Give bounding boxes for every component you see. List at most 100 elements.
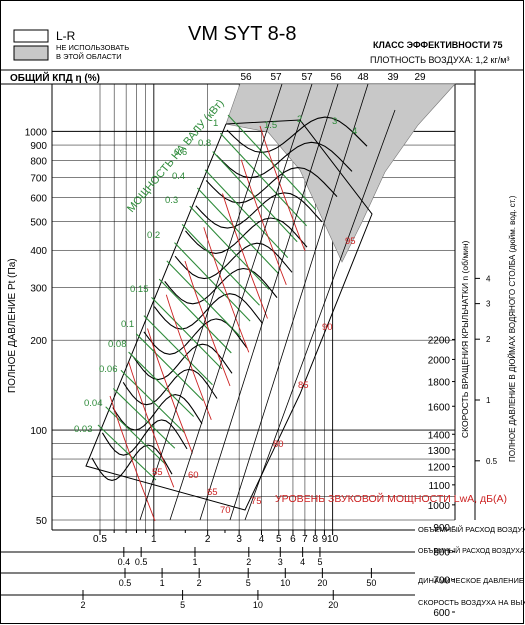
power-value-label: 4 — [352, 126, 357, 137]
pressure-tick-label: 900 — [30, 141, 47, 152]
legend-not-used-swatch — [13, 45, 49, 61]
inwg-ticks: 0.5 1 2 3 4 — [475, 274, 498, 466]
rpm-tick-label: 1300 — [428, 446, 451, 457]
speed-curve — [205, 167, 338, 204]
power-value-label: 2 — [297, 114, 302, 125]
flow-tick-label: 1 — [151, 534, 157, 545]
dyn-axis-label: ДИНАМИЧЕСКОЕ ДАВЛЕНИЕ Pd (10 Па) — [418, 576, 525, 585]
power-line — [105, 406, 166, 465]
dyn-tick-label: 10 — [280, 578, 290, 588]
power-value-label: 0.06 — [99, 364, 118, 375]
cfm-tick-label: 5 — [317, 557, 322, 567]
pressure-tick-label: 100 — [30, 426, 47, 437]
rpm-tick-label: 2000 — [428, 355, 451, 366]
inwg-axis-label: ПОЛНОЕ ДАВЛЕНИЕ В ДЮЙМАХ ВОДЯНОГО СТОЛБА… — [508, 195, 517, 462]
sound-line — [259, 125, 306, 252]
sound-value-label: 80 — [273, 439, 284, 450]
sound-value-label: 65 — [207, 487, 218, 498]
efficiency-tick-label: 57 — [301, 72, 313, 83]
rpm-tick-label: 1400 — [428, 430, 451, 441]
flow-tick-label: 4 — [259, 534, 265, 545]
dyn-tick-label: 2 — [197, 578, 202, 588]
pressure-tick-label: 500 — [30, 217, 47, 228]
speed-curve — [122, 368, 218, 406]
sound-line — [109, 395, 156, 522]
power-value-label: 0.15 — [130, 284, 149, 295]
cfm-tick-label: 2 — [246, 557, 251, 567]
rpm-tick-label: 700 — [433, 576, 450, 587]
pressure-tick-label: 400 — [30, 246, 47, 257]
power-line — [135, 333, 204, 401]
power-value-label: 1.5 — [264, 120, 277, 131]
pressure-tick-label: 700 — [30, 174, 47, 185]
flow-tick-label: 8 — [313, 534, 319, 545]
pressure-axis-label: ПОЛНОЕ ДАВЛЕНИЕ Pt (Па) — [7, 258, 18, 393]
sound-value-label: 60 — [188, 470, 199, 481]
flow-tick-label: 5 — [276, 534, 282, 545]
chart-title: VM SYT 8-8 — [188, 23, 297, 45]
power-value-label: 0.08 — [108, 339, 127, 350]
sound-line — [165, 294, 212, 420]
power-line — [212, 151, 298, 243]
dyn-tick-label: 50 — [366, 578, 376, 588]
vel-tick-label: 20 — [328, 600, 338, 610]
vel-tick-label: 10 — [253, 600, 263, 610]
power-value-label: 0.4 — [172, 171, 185, 182]
legend-lr-swatch — [13, 29, 49, 43]
speed-curve — [112, 394, 203, 431]
power-value-label: 3 — [332, 116, 337, 127]
speed-curve — [174, 242, 293, 280]
flow-ticks: 0.5 1 2 3 4 5 6 7 8 9 10 — [93, 530, 339, 545]
power-line — [189, 205, 270, 290]
power-line — [174, 242, 251, 322]
power-value-label: 1 — [213, 118, 218, 129]
pressure-tick-label: 50 — [36, 516, 48, 527]
sound-value-label: 85 — [298, 380, 309, 391]
dynamic-pressure-ticks: 0.5 1 2 5 10 20 50 — [119, 568, 376, 588]
pressure-tick-label: 300 — [30, 284, 47, 295]
sound-line — [147, 328, 193, 454]
efficiency-tick-label: 29 — [414, 72, 426, 83]
speed-curve — [164, 267, 278, 305]
rpm-tick-label: 1100 — [428, 481, 450, 492]
efficiency-tick-label: 57 — [270, 72, 282, 83]
sound-value-label: 70 — [220, 505, 231, 516]
sound-line — [240, 159, 287, 285]
pressure-tick-label: 600 — [30, 194, 47, 205]
speed-curve — [153, 293, 263, 330]
fan-curves — [91, 83, 396, 522]
power-line — [151, 296, 223, 370]
sound-line — [222, 193, 268, 319]
rpm-ticks: 600 700 800 900 1000 1100 1200 1300 1400 1600 1800… — [428, 335, 455, 619]
dyn-tick-label: 5 — [246, 578, 251, 588]
speed-curve — [185, 217, 308, 254]
power-value-label: 0.03 — [74, 424, 93, 435]
sound-line — [128, 362, 175, 488]
power-line — [181, 224, 260, 306]
rpm-tick-label: 1600 — [428, 402, 451, 413]
efficiency-tick-label: 39 — [387, 72, 399, 83]
legend-not-used-label-1: НЕ ИСПОЛЬЗОВАТЬ — [56, 43, 129, 52]
power-line — [143, 315, 213, 386]
flow-tick-label: 6 — [290, 534, 296, 545]
cfm-axis-label: ОБЪЕМНЫЙ РАСХОД ВОЗДУХА Q (1000куб. фут/… — [418, 546, 525, 555]
flow-tick-label: 0.5 — [93, 534, 107, 545]
rpm-tick-label: 1800 — [428, 378, 451, 389]
efficiency-class: КЛАСС ЭФФЕКТИВНОСТИ 75 — [373, 40, 503, 50]
power-line — [128, 351, 195, 417]
power-line — [158, 278, 232, 354]
vel-axis-label: СКОРОСТЬ ВОЗДУХА НА ВЫХОДЕС (м/с) — [418, 598, 525, 607]
legend-not-used-label-2: В ЭТОЙ ОБЛАСТИ — [56, 52, 122, 61]
dyn-tick-label: 0.5 — [119, 578, 132, 588]
flow-axis-label-1: ОБЪЕМНЫЙ РАСХОД ВОЗДУХА Q (1000 м³/ч) — [418, 525, 525, 534]
speed-curve — [133, 343, 233, 381]
cfm-tick-label: 1 — [192, 557, 197, 567]
sound-line — [184, 260, 231, 387]
cfm-tick-label: 0.5 — [135, 557, 148, 567]
velocity-ticks: 2 5 10 20 — [80, 590, 338, 610]
system-line — [244, 109, 396, 521]
system-line — [199, 83, 339, 521]
inwg-tick-label: 3 — [486, 300, 491, 309]
